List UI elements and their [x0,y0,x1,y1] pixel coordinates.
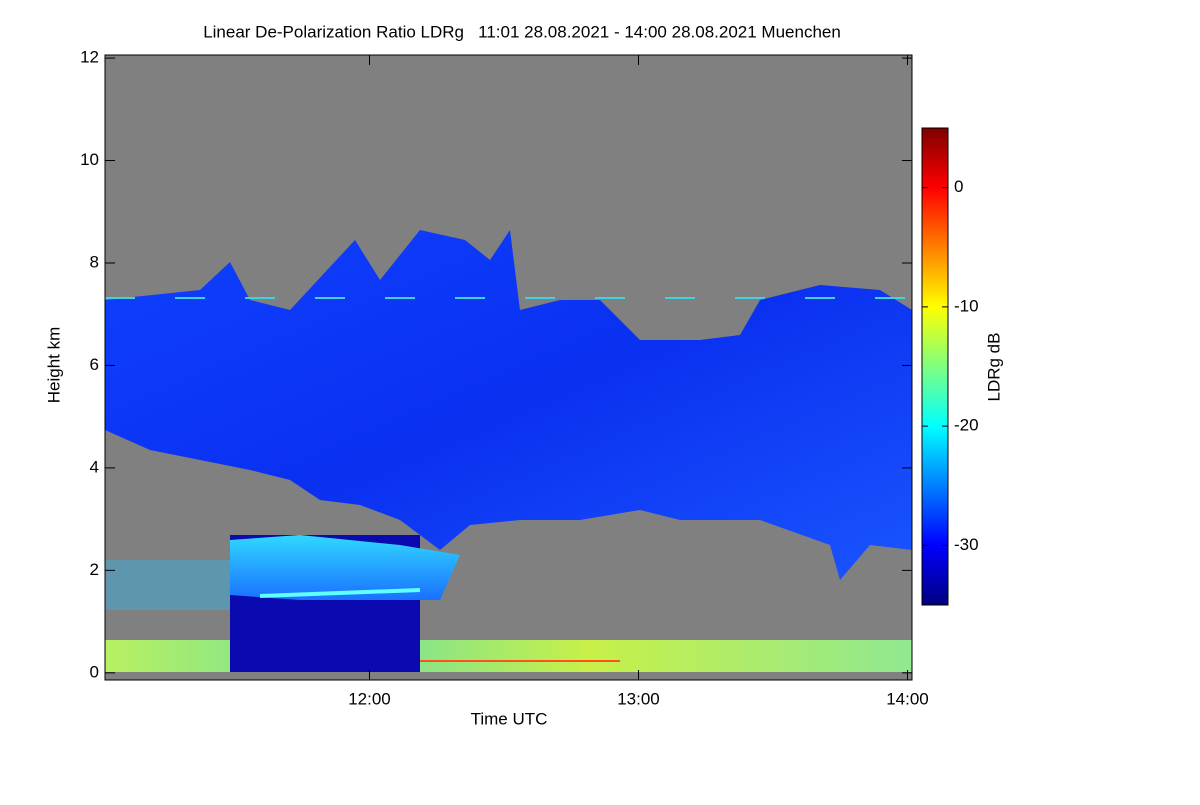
x-axis-label: Time UTC [471,709,548,728]
y-tick-label: 2 [90,560,99,579]
y-tick-label: 4 [90,457,99,476]
melting-layer [259,588,421,598]
plot-frame [104,54,913,681]
x-tick-label: 13:00 [617,689,660,708]
y-tick-label: 8 [90,252,99,271]
colorbar-label: LDRg dB [984,333,1003,402]
y-tick-label: 0 [90,662,99,681]
colorbar-tick-label: -20 [954,416,979,435]
water-cloud [230,535,460,600]
y-tick-label: 10 [80,150,99,169]
colorbar-tick-label: 0 [954,177,963,196]
noise-band [105,640,912,672]
x-tick-label: 12:00 [348,689,391,708]
colorbar-tick-label: -30 [954,535,979,554]
colorbar [921,127,949,606]
heatmap-field [105,55,912,680]
y-tick-label: 6 [90,355,99,374]
colorbar-tick-label: -10 [954,296,979,315]
y-axis-label: Height km [44,327,63,404]
x-tick-label: 14:00 [886,689,929,708]
y-tick-label: 12 [80,48,99,67]
cirrus-cloud [105,230,912,580]
chart-title: Linear De-Polarization Ratio LDRg 11:01 … [203,22,841,41]
aerosol-layer [105,560,230,610]
